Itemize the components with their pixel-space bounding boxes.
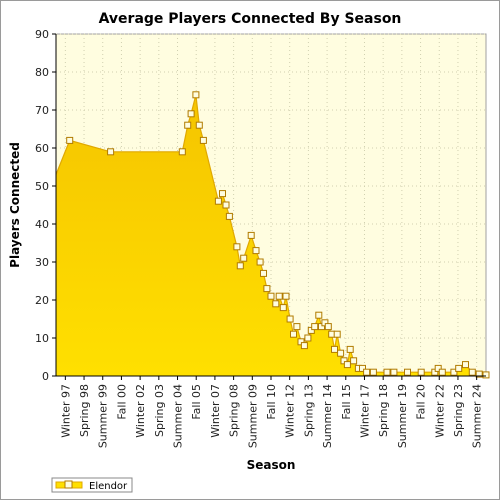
data-point — [240, 254, 248, 262]
data-point — [272, 300, 280, 308]
x-tick-label: Summer 24 — [471, 384, 484, 448]
data-point — [66, 136, 74, 144]
x-tick-label: Summer 99 — [97, 384, 110, 448]
data-point — [233, 243, 241, 251]
x-tick-label: Spring 08 — [228, 384, 241, 437]
data-point — [383, 368, 391, 376]
x-ticks: Winter 97 Spring 98 Summer 99 Fall 00 Winter… — [59, 376, 484, 448]
x-tick-label: Fall 20 — [415, 384, 428, 420]
y-tick-label: 30 — [35, 256, 49, 269]
data-point — [434, 364, 442, 372]
x-tick-label: Fall 00 — [115, 384, 128, 420]
data-point — [343, 361, 351, 369]
data-point — [331, 345, 338, 353]
data-point — [300, 342, 308, 350]
data-point — [260, 269, 267, 277]
data-point — [315, 311, 323, 319]
data-point — [363, 368, 371, 376]
data-point — [450, 368, 458, 376]
data-point — [279, 304, 287, 312]
y-tick-label: 20 — [35, 294, 49, 307]
y-axis-label: Players Connected — [8, 142, 22, 268]
data-point — [195, 121, 203, 129]
x-tick-label: Spring 03 — [153, 384, 166, 437]
x-axis-label: Season — [247, 458, 296, 472]
y-tick-label: 60 — [35, 142, 49, 155]
x-tick-label: Winter 97 — [59, 384, 72, 438]
data-point — [333, 330, 341, 338]
x-tick-label: Summer 04 — [172, 384, 185, 448]
x-tick-label: Winter 07 — [209, 384, 222, 438]
data-point — [214, 197, 222, 205]
data-point — [293, 323, 301, 331]
data-point — [350, 357, 358, 365]
data-point — [482, 371, 490, 379]
data-point — [290, 330, 297, 338]
area-fill — [56, 94, 486, 377]
x-tick-label: Winter 22 — [433, 384, 446, 438]
data-point — [468, 368, 476, 376]
x-tick-label: Winter 02 — [134, 384, 147, 438]
x-tick-label: Spring 13 — [302, 384, 315, 437]
data-point — [417, 368, 425, 376]
x-tick-label: Fall 05 — [190, 384, 203, 420]
data-point — [282, 292, 290, 300]
y-tick-label: 50 — [35, 180, 49, 193]
data-point — [311, 323, 319, 331]
y-tick-label: 0 — [42, 370, 49, 383]
x-tick-label: Fall 10 — [265, 384, 278, 420]
data-point — [462, 361, 469, 369]
data-point — [304, 334, 312, 342]
y-tick-label: 80 — [35, 66, 49, 79]
data-point — [275, 292, 283, 300]
legend: Elendor — [51, 477, 133, 493]
data-point — [107, 148, 115, 156]
data-point — [247, 231, 255, 239]
x-tick-label: Winter 12 — [284, 384, 297, 438]
chart-title: Average Players Connected By Season — [99, 11, 402, 27]
y-tick-label: 40 — [35, 218, 49, 231]
data-point — [390, 368, 398, 376]
data-point — [324, 323, 332, 331]
data-point — [252, 247, 260, 255]
data-point — [222, 201, 230, 209]
x-tick-label: Spring 98 — [78, 384, 91, 437]
data-point — [267, 292, 275, 300]
data-point — [438, 368, 446, 376]
data-point — [455, 364, 463, 372]
data-point — [256, 258, 264, 266]
x-tick-label: Spring 18 — [377, 384, 390, 437]
data-point — [192, 91, 200, 99]
data-point — [199, 136, 207, 144]
legend-marker — [64, 480, 73, 489]
x-tick-label: Summer 14 — [321, 384, 334, 448]
y-tick-label: 90 — [35, 28, 49, 41]
x-tick-label: Spring 23 — [452, 384, 465, 437]
x-tick-label: Winter 17 — [359, 384, 372, 438]
data-point — [236, 262, 244, 270]
legend-label: Elendor — [89, 481, 128, 492]
data-point — [184, 121, 192, 129]
y-ticks: 0 10 20 30 40 50 60 70 80 90 — [35, 28, 56, 383]
data-point — [225, 212, 233, 220]
data-point — [263, 285, 271, 293]
x-tick-label: Summer 09 — [246, 384, 259, 448]
data-point — [219, 190, 226, 198]
x-tick-label: Fall 15 — [340, 384, 353, 420]
data-point — [187, 110, 195, 118]
y-tick-label: 70 — [35, 104, 49, 117]
data-point — [404, 368, 411, 376]
data-point — [369, 368, 377, 376]
data-point — [178, 148, 186, 156]
data-point — [286, 315, 294, 323]
marker-layer — [66, 91, 490, 379]
data-point — [475, 370, 483, 378]
data-point — [359, 364, 366, 372]
data-point — [337, 349, 345, 357]
data-point — [346, 345, 354, 353]
x-tick-label: Summer 19 — [396, 384, 409, 448]
y-tick-label: 10 — [35, 332, 49, 345]
